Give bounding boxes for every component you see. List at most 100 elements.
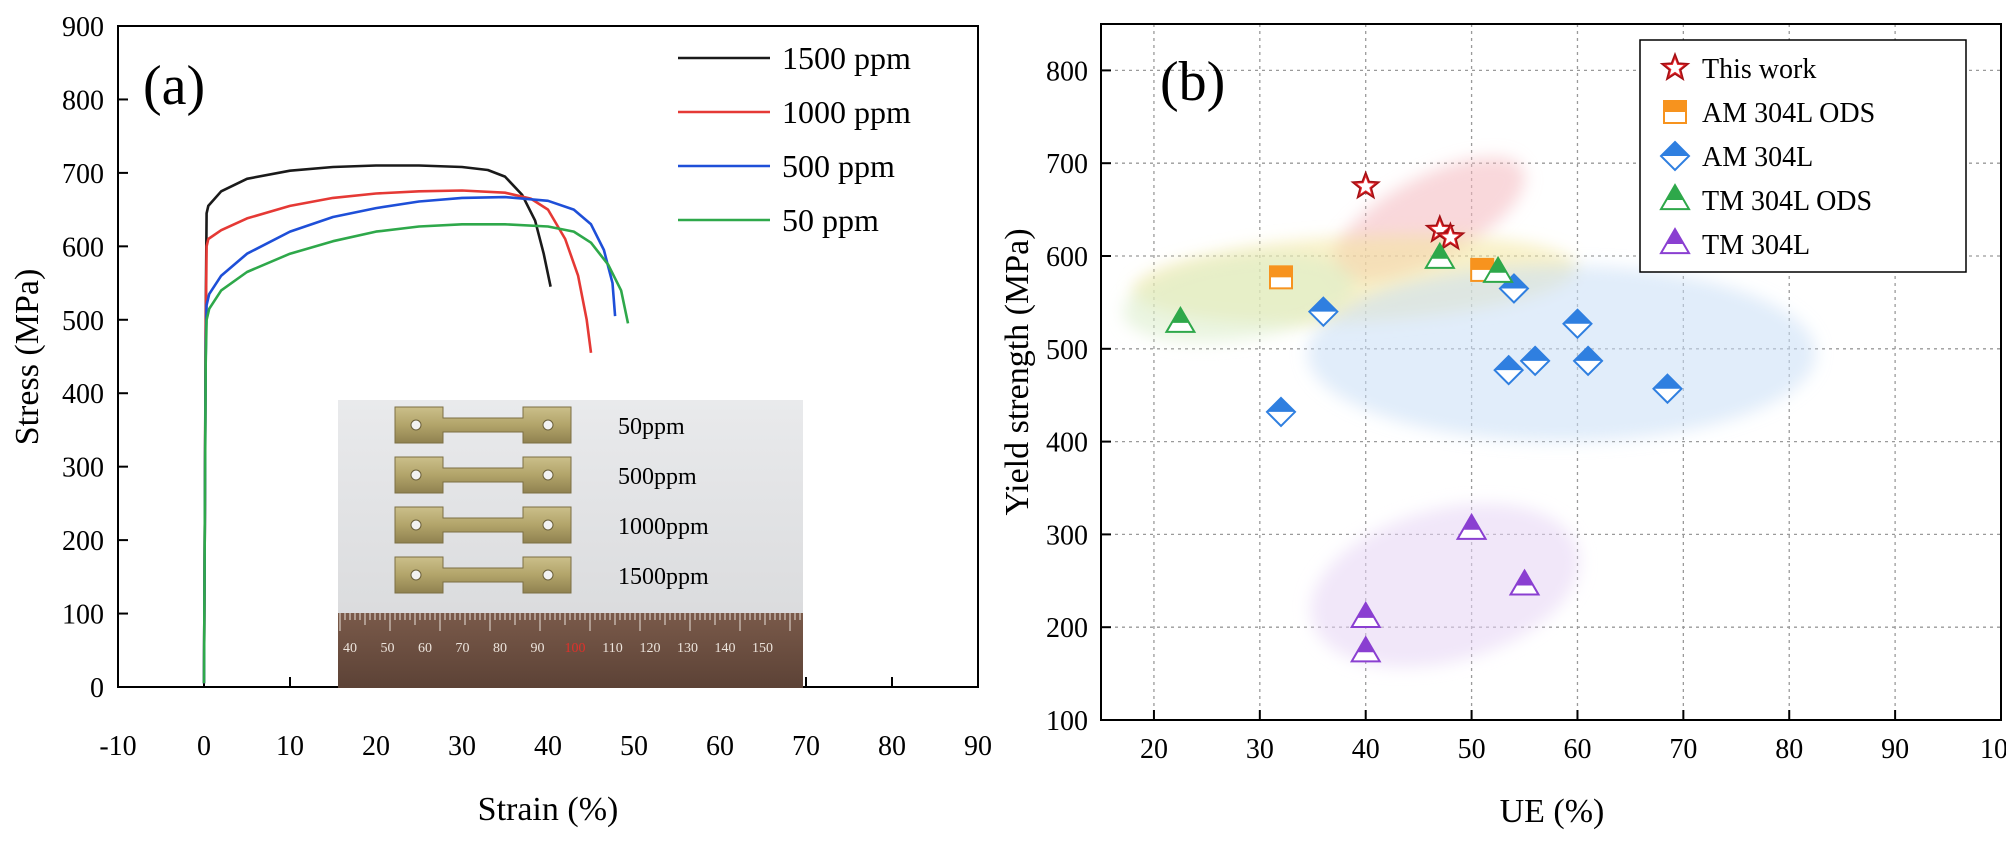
ruler-number: 90 xyxy=(531,641,545,656)
specimen-hole xyxy=(542,419,554,431)
marker-fill xyxy=(1499,274,1528,289)
marker-fill xyxy=(1357,637,1375,653)
panel-b-legend: This work AM 304L ODS AM 304L TM 304L ODS TM… xyxy=(1639,39,1967,273)
point-This-work xyxy=(1435,221,1466,251)
marker-fill xyxy=(1653,374,1682,389)
y-tick-label: 700 xyxy=(1046,149,1088,180)
y-tick-label: 300 xyxy=(62,453,104,484)
sample-photo-inset: 50ppm 500ppm 1000ppm 1500ppm 40 50 60 70 80 90 10… xyxy=(338,400,803,688)
point-TM-304L-ODS xyxy=(1424,241,1456,269)
x-tick-label: 50 xyxy=(1458,734,1486,765)
x-tick-label: 80 xyxy=(878,731,906,762)
x-tick-label: 30 xyxy=(448,731,476,762)
point-TM-304L xyxy=(1508,568,1541,596)
ruler-number: 110 xyxy=(602,641,622,656)
legend-box xyxy=(1639,39,1967,273)
y-tick-label: 100 xyxy=(62,600,104,631)
legend-marker xyxy=(1659,227,1691,255)
star-inner xyxy=(1431,221,1449,238)
marker-fill xyxy=(1171,307,1190,323)
point-AM-304L xyxy=(1493,354,1525,386)
marker-fill xyxy=(1489,257,1507,273)
ruler-number: 70 xyxy=(456,641,470,656)
legend-label: 1000 ppm xyxy=(782,94,911,130)
specimen xyxy=(394,506,572,544)
panel-b-label: (b) xyxy=(1160,51,1225,113)
specimen xyxy=(394,406,572,444)
legend-label: 1500 ppm xyxy=(782,40,911,76)
marker-fill xyxy=(1462,514,1481,530)
marker-fill xyxy=(1666,185,1684,200)
ruler-number: 150 xyxy=(752,641,773,656)
marker-fill xyxy=(1666,229,1684,244)
marker-fill xyxy=(1309,297,1338,312)
marker-fill xyxy=(1357,603,1375,618)
x-tick-label: 80 xyxy=(1775,734,1803,765)
marker-fill xyxy=(1661,142,1689,156)
marker-fill xyxy=(1521,346,1550,361)
point-AM-304L xyxy=(1572,345,1604,377)
legend-marker xyxy=(1659,140,1691,172)
marker-fill xyxy=(1431,243,1449,259)
ruler-number: 50 xyxy=(381,641,395,656)
panel-b-plot-frame xyxy=(1100,23,2002,721)
ruler-number: 40 xyxy=(343,641,357,656)
y-tick-label: 500 xyxy=(1046,335,1088,366)
marker-fill xyxy=(1563,309,1592,324)
specimen xyxy=(394,456,572,494)
panel-a-ticks: -10 0 10 20 30 40 50 60 70 80 90010020030040050060… xyxy=(62,12,992,762)
y-tick-label: 900 xyxy=(62,12,104,43)
specimen xyxy=(394,556,572,594)
y-tick-label: 200 xyxy=(1046,613,1088,644)
marker-fill xyxy=(1664,101,1686,112)
panel-a-legend: 1500 ppm 1000 ppm 500 ppm 50 ppm xyxy=(678,40,911,238)
ruler-number: 120 xyxy=(640,641,661,656)
ruler-number: 130 xyxy=(677,641,698,656)
legend-label: 50 ppm xyxy=(782,202,879,238)
marker-fill xyxy=(1574,346,1603,361)
panel-b-markers xyxy=(1164,170,1683,663)
x-tick-label: 0 xyxy=(197,731,211,762)
x-tick-label: 20 xyxy=(1140,734,1168,765)
point-AM-304L xyxy=(1265,396,1297,428)
point-AM-304L xyxy=(1652,373,1683,405)
legend-label: 500 ppm xyxy=(782,148,895,184)
legend-label: AM 304L ODS xyxy=(1702,98,1875,129)
specimen-hole xyxy=(410,419,422,431)
y-tick-label: 500 xyxy=(62,306,104,337)
x-tick-label: 10 xyxy=(276,731,304,762)
marker-fill xyxy=(1471,258,1494,270)
curve-500-ppm xyxy=(202,195,617,684)
inset-label: 1500ppm xyxy=(618,564,709,590)
y-tick-label: 400 xyxy=(1046,428,1088,459)
legend-label: TM 304L ODS xyxy=(1702,186,1872,217)
x-tick-label: 60 xyxy=(706,731,734,762)
panel-b-x-axis-label: UE (%) xyxy=(1500,793,1605,830)
panel-a-x-axis-label: Strain (%) xyxy=(478,791,619,828)
star-inner xyxy=(1441,228,1459,245)
panel-a-y-axis-label: Stress (MPa) xyxy=(9,269,46,446)
y-tick-label: 200 xyxy=(62,526,104,557)
y-tick-label: 0 xyxy=(90,673,104,704)
ruler-number: 80 xyxy=(493,641,507,656)
ruler-number: 60 xyxy=(418,641,432,656)
inset-samples: 50ppm 500ppm 1000ppm 1500ppm xyxy=(394,406,709,594)
x-tick-label: 50 xyxy=(620,731,648,762)
legend-label: AM 304L xyxy=(1702,142,1813,173)
specimen-hole xyxy=(410,569,422,581)
panel-b-shaded-regions xyxy=(1123,156,1816,668)
inset-ruler-ticks: 40 50 60 70 80 90 100 110 120 130 140 150 xyxy=(339,613,801,656)
y-tick-label: 300 xyxy=(1046,520,1088,551)
panel-a-curves xyxy=(202,164,630,684)
y-tick-label: 800 xyxy=(62,85,104,116)
specimen-hole xyxy=(410,469,422,481)
panel-a-stress-strain: -10 0 10 20 30 40 50 60 70 80 90010020030040050060… xyxy=(9,12,992,828)
point-AM-304L xyxy=(1519,345,1551,377)
legend-marker xyxy=(1663,100,1687,124)
legend-marker xyxy=(1659,183,1691,211)
panel-b-y-axis-label: Yield strength (MPa) xyxy=(999,228,1036,515)
x-tick-label: 70 xyxy=(1669,734,1697,765)
point-TM-304L xyxy=(1349,601,1382,629)
panel-b-yield-vs-ue: 20 30 40 50 60 70 80 90 100 100 200 300 400 500 600 700… xyxy=(999,23,2006,830)
ruler-number: 140 xyxy=(715,641,736,656)
